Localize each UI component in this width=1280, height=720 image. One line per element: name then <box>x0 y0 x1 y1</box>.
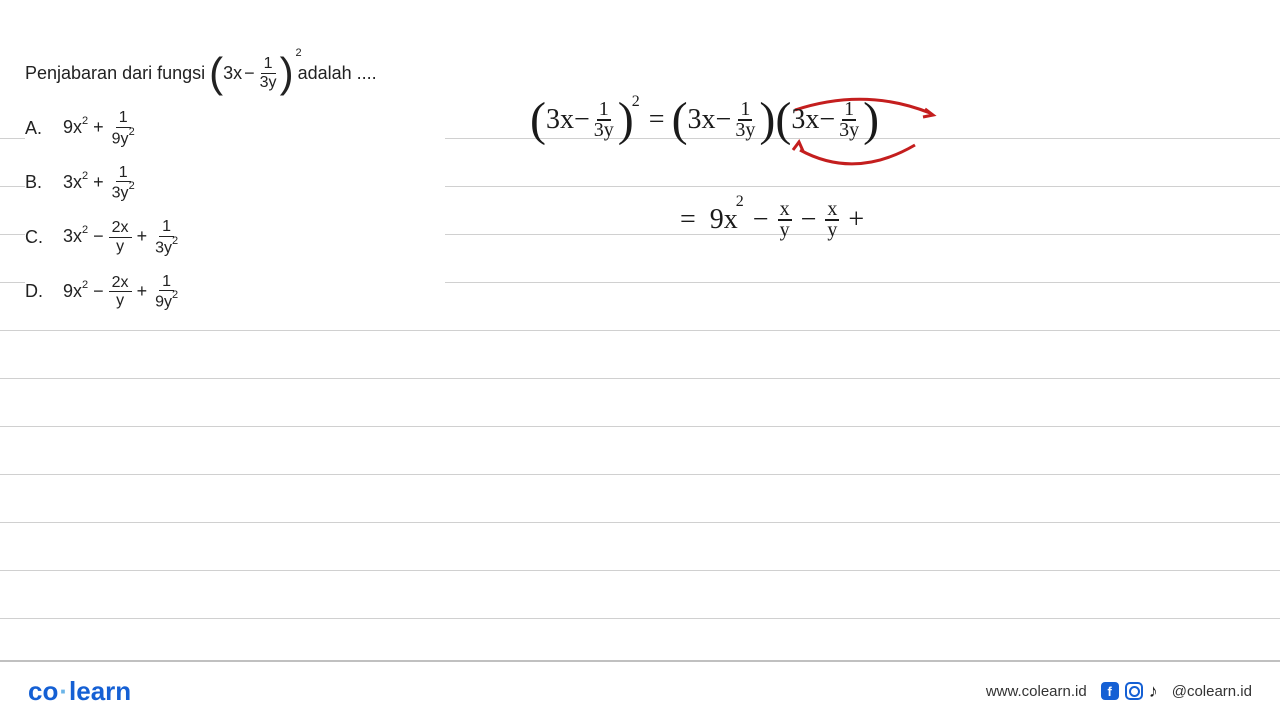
question-text: Penjabaran dari fungsi ( 3x − 1 3y ) 2 a… <box>25 55 445 91</box>
footer: co·learn www.colearn.id f ♪ @colearn.id <box>0 660 1280 720</box>
option-c: C. 3x2 − 2xy + 13y2 <box>25 218 445 257</box>
option-a: A. 9x2 + 19y2 <box>25 109 445 148</box>
social-icons: f ♪ <box>1101 681 1158 702</box>
question-suffix: adalah .... <box>298 63 377 84</box>
question-prefix: Penjabaran dari fungsi <box>25 63 205 84</box>
footer-url: www.colearn.id <box>986 683 1087 700</box>
facebook-icon: f <box>1101 682 1119 700</box>
options-list: A. 9x2 + 19y2 B. 3x2 + 13y2 C. 3x2 − 2xy… <box>25 109 445 311</box>
question-expression: ( 3x − 1 3y ) 2 <box>209 55 293 91</box>
option-d-expr: 9x2 − 2xy + 19y2 <box>63 273 181 312</box>
option-d: D. 9x2 − 2xy + 19y2 <box>25 273 445 312</box>
option-b-expr: 3x2 + 13y2 <box>63 164 138 203</box>
option-c-expr: 3x2 − 2xy + 13y2 <box>63 218 181 257</box>
footer-handle: @colearn.id <box>1172 683 1252 700</box>
option-a-expr: 9x2 + 19y2 <box>63 109 138 148</box>
tiktok-icon: ♪ <box>1149 681 1158 702</box>
instagram-icon <box>1125 682 1143 700</box>
logo: co·learn <box>28 676 131 707</box>
option-b: B. 3x2 + 13y2 <box>25 164 445 203</box>
